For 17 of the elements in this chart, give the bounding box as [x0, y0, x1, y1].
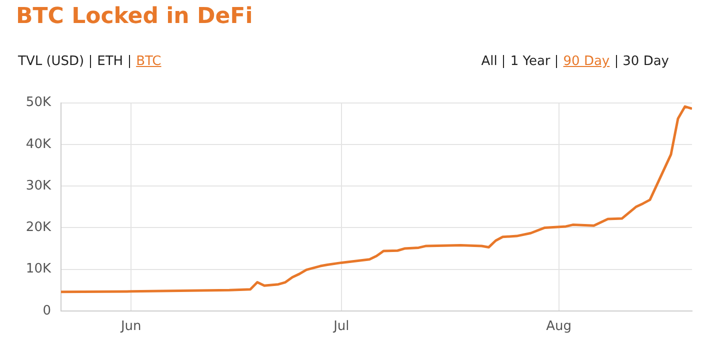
- x-tick-label: Jul: [332, 319, 350, 334]
- y-tick-label: 30K: [26, 178, 52, 194]
- x-tick-label: Aug: [546, 319, 572, 334]
- y-tick-label: 10K: [26, 262, 52, 277]
- y-tick-label: 50K: [26, 95, 52, 110]
- text: All: [481, 54, 498, 69]
- text: 1 Year: [503, 54, 556, 69]
- text: TVL (USD): [18, 54, 86, 69]
- y-tick-label: 20K: [26, 220, 52, 236]
- y-tick-label: 0: [42, 303, 51, 318]
- x-tick-label: Jun: [120, 319, 142, 334]
- text: 30 Day: [616, 54, 675, 69]
- y-tick-label: 40K: [26, 136, 52, 152]
- chart-title: BTC Locked in DeFi: [16, 4, 253, 29]
- text: 90 Day: [556, 54, 616, 69]
- text: ETH: [90, 54, 130, 69]
- text: BTC: [129, 54, 168, 69]
